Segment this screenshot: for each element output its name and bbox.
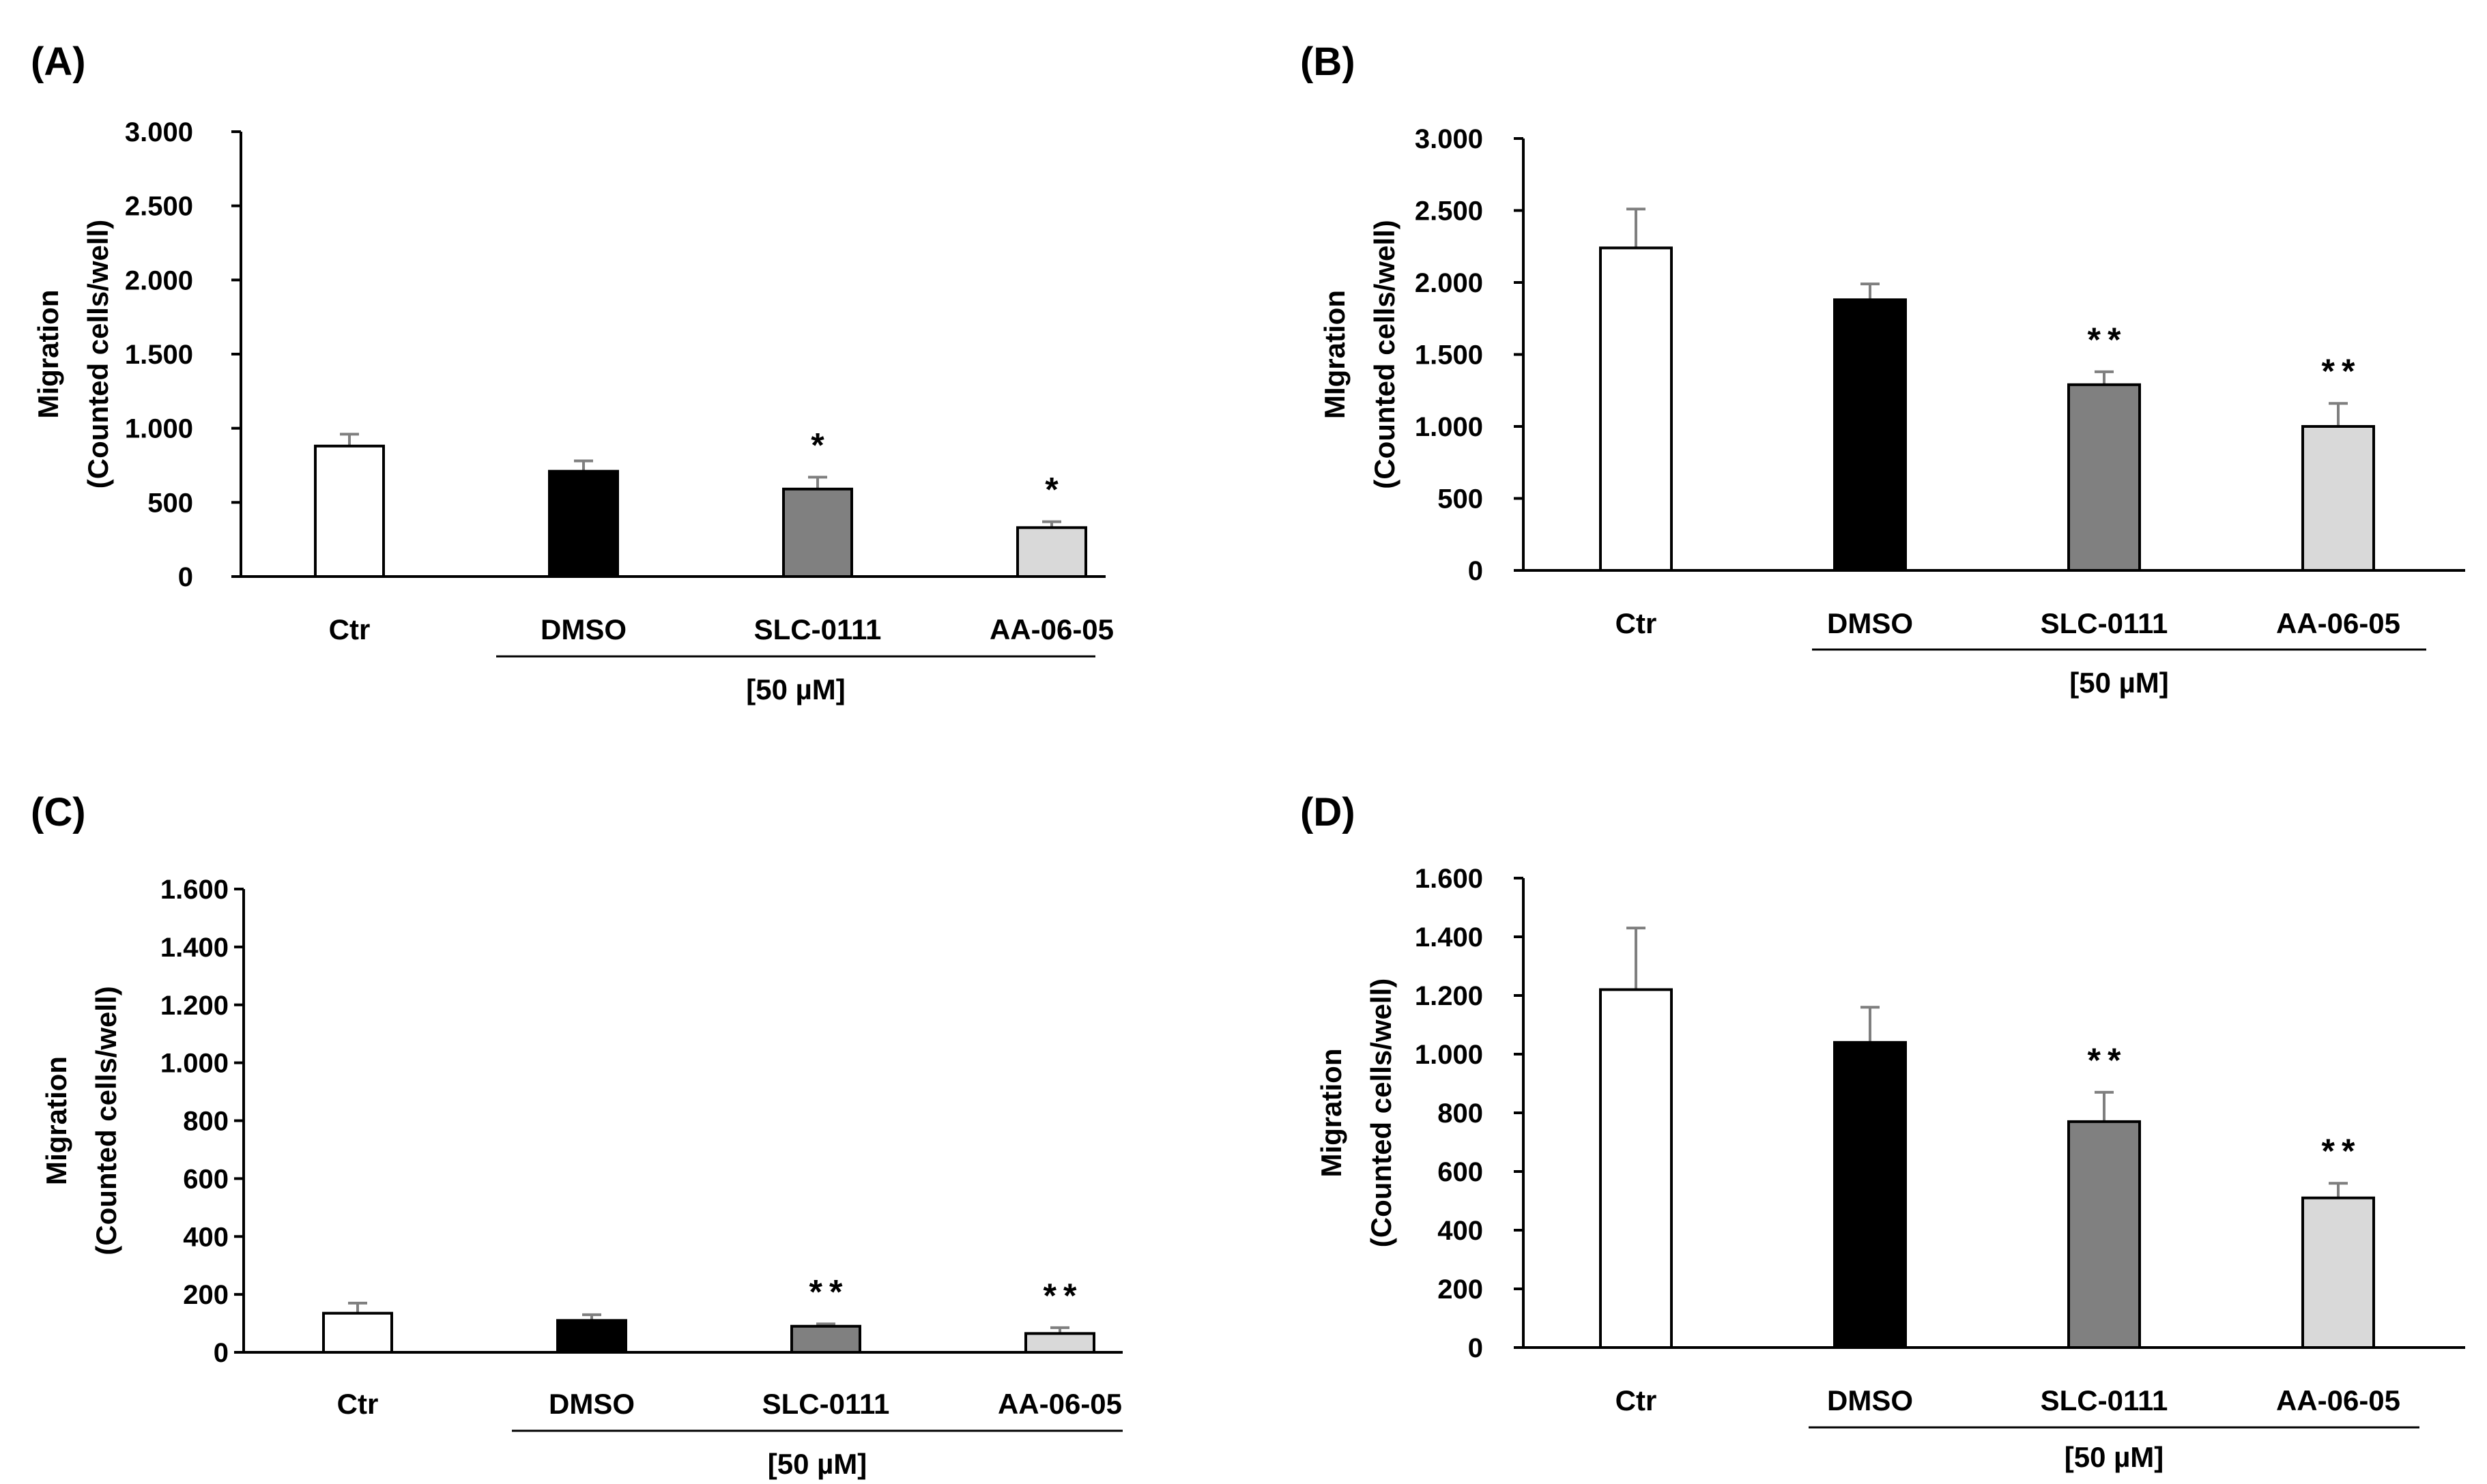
group-label: [50 µM] [2065,1441,2164,1473]
y-tick-label: 1.000 [160,1049,229,1079]
y-tick-label: 1.000 [1415,1040,1483,1070]
y-axis-title-line: Migration [1315,1049,1347,1178]
category-label: DMSO [549,1388,635,1420]
panel-a-chart: (A) Migration (Counted cells/well) 0 500 1.00… [31,40,1114,705]
panel-b-chart: (B) MIgration (Counted cells/well) 0 500 1.00… [1300,40,2465,699]
y-tick-label: 0 [1468,556,1483,586]
y-axis-title-line: Migration [40,1056,72,1185]
bar-dmso [1833,298,1907,572]
y-tick-label: 0 [1468,1333,1483,1363]
significance-marker: ** [2322,1132,2362,1170]
category-label: Ctr [1615,1384,1657,1416]
y-axis-title-line: Migration [32,290,64,419]
y-tick-label: 3.000 [125,117,193,147]
bar-aa-06-05 [1024,1332,1095,1354]
y-axis-title-line: (Counted cells/well) [1365,978,1397,1247]
y-tick-label: 0 [178,562,193,592]
bar-dmso [556,1319,627,1354]
significance-marker: * [1045,471,1065,509]
category-label: SLC-0111 [762,1388,890,1420]
group-label: [50 µM] [746,673,846,705]
y-tick-label: 400 [183,1222,229,1252]
bar-ctr [322,1311,393,1354]
y-tick-label: 1.500 [1415,340,1483,370]
y-tick-label: 600 [183,1164,229,1194]
bar-ctr [1599,246,1673,572]
y-axis-title-line: MIgration [1319,290,1351,419]
y-tick-label: 1.400 [160,933,229,963]
y-axis-title-line: (Counted cells/well) [82,220,114,489]
bar-dmso [1833,1041,1907,1350]
y-tick-label: 1.400 [1415,922,1483,952]
y-tick-label: 500 [1437,484,1483,514]
y-tick-label: 1.200 [1415,981,1483,1011]
category-label: SLC-0111 [2041,1384,2168,1416]
y-tick-label: 1.600 [160,875,229,905]
y-axis-title-line: (Counted cells/well) [1368,220,1400,489]
y-tick-label: 200 [1437,1275,1483,1305]
category-label: SLC-0111 [754,613,882,645]
significance-marker: ** [1044,1277,1084,1315]
y-tick-label: 600 [1437,1157,1483,1187]
bar-ctr [1599,988,1673,1349]
category-label: AA-06-05 [2276,607,2400,639]
category-label: DMSO [1827,607,1913,639]
y-axis-title-line: (Counted cells/well) [90,986,122,1255]
panel-label: (C) [31,790,86,834]
significance-marker: * [811,426,831,464]
significance-marker: ** [2088,1041,2128,1079]
bar-aa-06-05 [2301,1196,2375,1349]
group-label: [50 µM] [2069,667,2169,699]
y-tick-label: 2.000 [1415,268,1483,298]
y-tick-label: 200 [183,1280,229,1310]
y-tick-label: 400 [1437,1216,1483,1246]
y-tick-label: 0 [214,1338,229,1368]
panel-label: (D) [1300,790,1355,834]
y-tick-label: 800 [1437,1099,1483,1129]
panel-d-chart: (D) Migration (Counted cells/well) 0 200 400 6… [1300,790,2465,1473]
y-tick-label: 1.500 [125,340,193,370]
y-tick-label: 1.000 [125,414,193,444]
category-label: Ctr [337,1388,379,1420]
category-label: AA-06-05 [990,613,1114,645]
bar-slc-0111 [2067,1120,2141,1350]
category-label: Ctr [329,613,371,645]
y-tick-label: 2.500 [1415,197,1483,227]
bar-slc-0111 [782,487,853,578]
category-label: DMSO [541,613,627,645]
bar-slc-0111 [790,1324,861,1354]
panel-label: (B) [1300,40,1355,84]
group-label: [50 µM] [768,1448,867,1480]
bar-aa-06-05 [1016,526,1087,579]
y-tick-label: 1.200 [160,991,229,1021]
y-tick-label: 1.600 [1415,864,1483,894]
y-tick-label: 800 [183,1107,229,1137]
y-tick-label: 500 [147,488,193,518]
panel-c-chart: (C) Migration (Counted cells/well) 0 200 400 6… [31,790,1123,1480]
category-label: AA-06-05 [2276,1384,2400,1416]
y-tick-label: 3.000 [1415,124,1483,154]
significance-marker: ** [2088,321,2128,359]
bar-aa-06-05 [2301,425,2375,572]
significance-marker: ** [809,1272,850,1311]
y-tick-label: 1.000 [1415,412,1483,442]
category-label: DMSO [1827,1384,1913,1416]
category-label: AA-06-05 [998,1388,1122,1420]
bar-slc-0111 [2067,383,2141,572]
category-label: SLC-0111 [2041,607,2168,639]
category-label: Ctr [1615,607,1657,639]
panel-label: (A) [31,40,86,84]
y-tick-label: 2.000 [125,265,193,295]
y-tick-label: 2.500 [125,192,193,222]
significance-marker: ** [2322,352,2362,390]
bar-ctr [314,444,385,578]
bar-dmso [548,469,619,579]
